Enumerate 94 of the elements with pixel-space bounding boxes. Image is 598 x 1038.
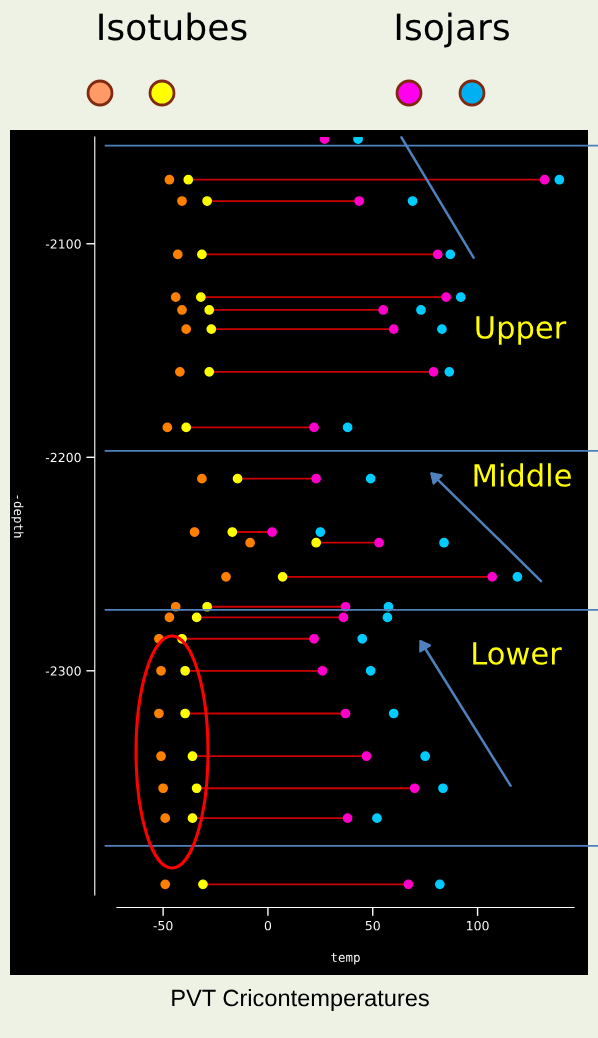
point (445, 249, 456, 260)
point (365, 665, 376, 676)
point (374, 537, 384, 548)
annotation: Upper (476, 316, 567, 345)
point (267, 527, 277, 537)
point (227, 527, 238, 537)
point (154, 708, 164, 719)
point (181, 422, 192, 433)
point (365, 473, 376, 484)
point (432, 249, 443, 260)
point (439, 537, 449, 548)
point (378, 305, 389, 315)
point (354, 196, 364, 206)
point (160, 879, 171, 890)
point (183, 174, 194, 185)
point (180, 665, 190, 676)
point (221, 571, 231, 582)
point (407, 196, 418, 206)
point (191, 783, 202, 794)
point (441, 292, 451, 303)
point (420, 751, 431, 762)
point (372, 813, 382, 823)
point (357, 633, 368, 644)
y-tick-label: -2100 (45, 239, 81, 249)
point (158, 783, 168, 794)
point (198, 879, 208, 890)
point (187, 813, 198, 823)
point (353, 137, 363, 144)
point (340, 708, 351, 719)
point (539, 174, 550, 185)
point (170, 292, 181, 303)
point (444, 367, 455, 377)
point (309, 633, 319, 644)
point (172, 249, 183, 260)
point (162, 422, 173, 433)
point (187, 751, 198, 762)
point (403, 879, 414, 890)
point (156, 751, 166, 762)
y-tick-label: -2300 (45, 666, 81, 676)
x-tick-label: 100 (467, 920, 489, 931)
point (204, 305, 215, 315)
point (277, 571, 288, 582)
point (487, 571, 498, 582)
point (180, 708, 190, 719)
point (202, 196, 213, 206)
point (428, 367, 439, 377)
point (156, 665, 166, 676)
text: PVT Cricontemperatures (172, 989, 429, 1012)
text: Isotubes (99, 12, 247, 41)
point (177, 196, 187, 206)
point (455, 292, 466, 303)
x-tick-label: -50 (153, 920, 173, 931)
point (388, 324, 399, 335)
point (206, 324, 217, 335)
point (382, 612, 393, 623)
point (342, 813, 353, 823)
point (315, 527, 326, 537)
point (197, 473, 207, 484)
x-axis-title: temp (331, 953, 360, 965)
point (164, 174, 175, 185)
point (160, 813, 171, 823)
point (189, 527, 200, 537)
point (361, 751, 372, 762)
y-axis-title: -depth (11, 495, 24, 538)
point (338, 612, 349, 623)
point (342, 422, 353, 433)
point (409, 783, 420, 794)
point (197, 249, 207, 260)
x-tick-label: 50 (365, 920, 380, 931)
annotation: Middle (474, 463, 571, 487)
point (388, 708, 399, 719)
point (437, 324, 447, 335)
point (164, 612, 175, 623)
point (434, 879, 445, 890)
text: Isojars (396, 12, 509, 48)
point (554, 174, 565, 185)
point (232, 473, 243, 484)
point (416, 305, 426, 315)
point (512, 571, 523, 582)
y-tick-label: -2200 (45, 452, 81, 463)
point (204, 367, 215, 377)
point (181, 324, 192, 335)
point (311, 537, 322, 548)
annotation: Lower (473, 642, 562, 665)
point (175, 367, 185, 377)
point (191, 612, 202, 623)
point (317, 665, 328, 676)
x-tick-label: 0 (264, 920, 272, 931)
point (438, 783, 448, 794)
point (311, 473, 322, 484)
point (195, 292, 206, 303)
point (309, 422, 319, 433)
point (245, 537, 255, 548)
point (177, 305, 187, 315)
